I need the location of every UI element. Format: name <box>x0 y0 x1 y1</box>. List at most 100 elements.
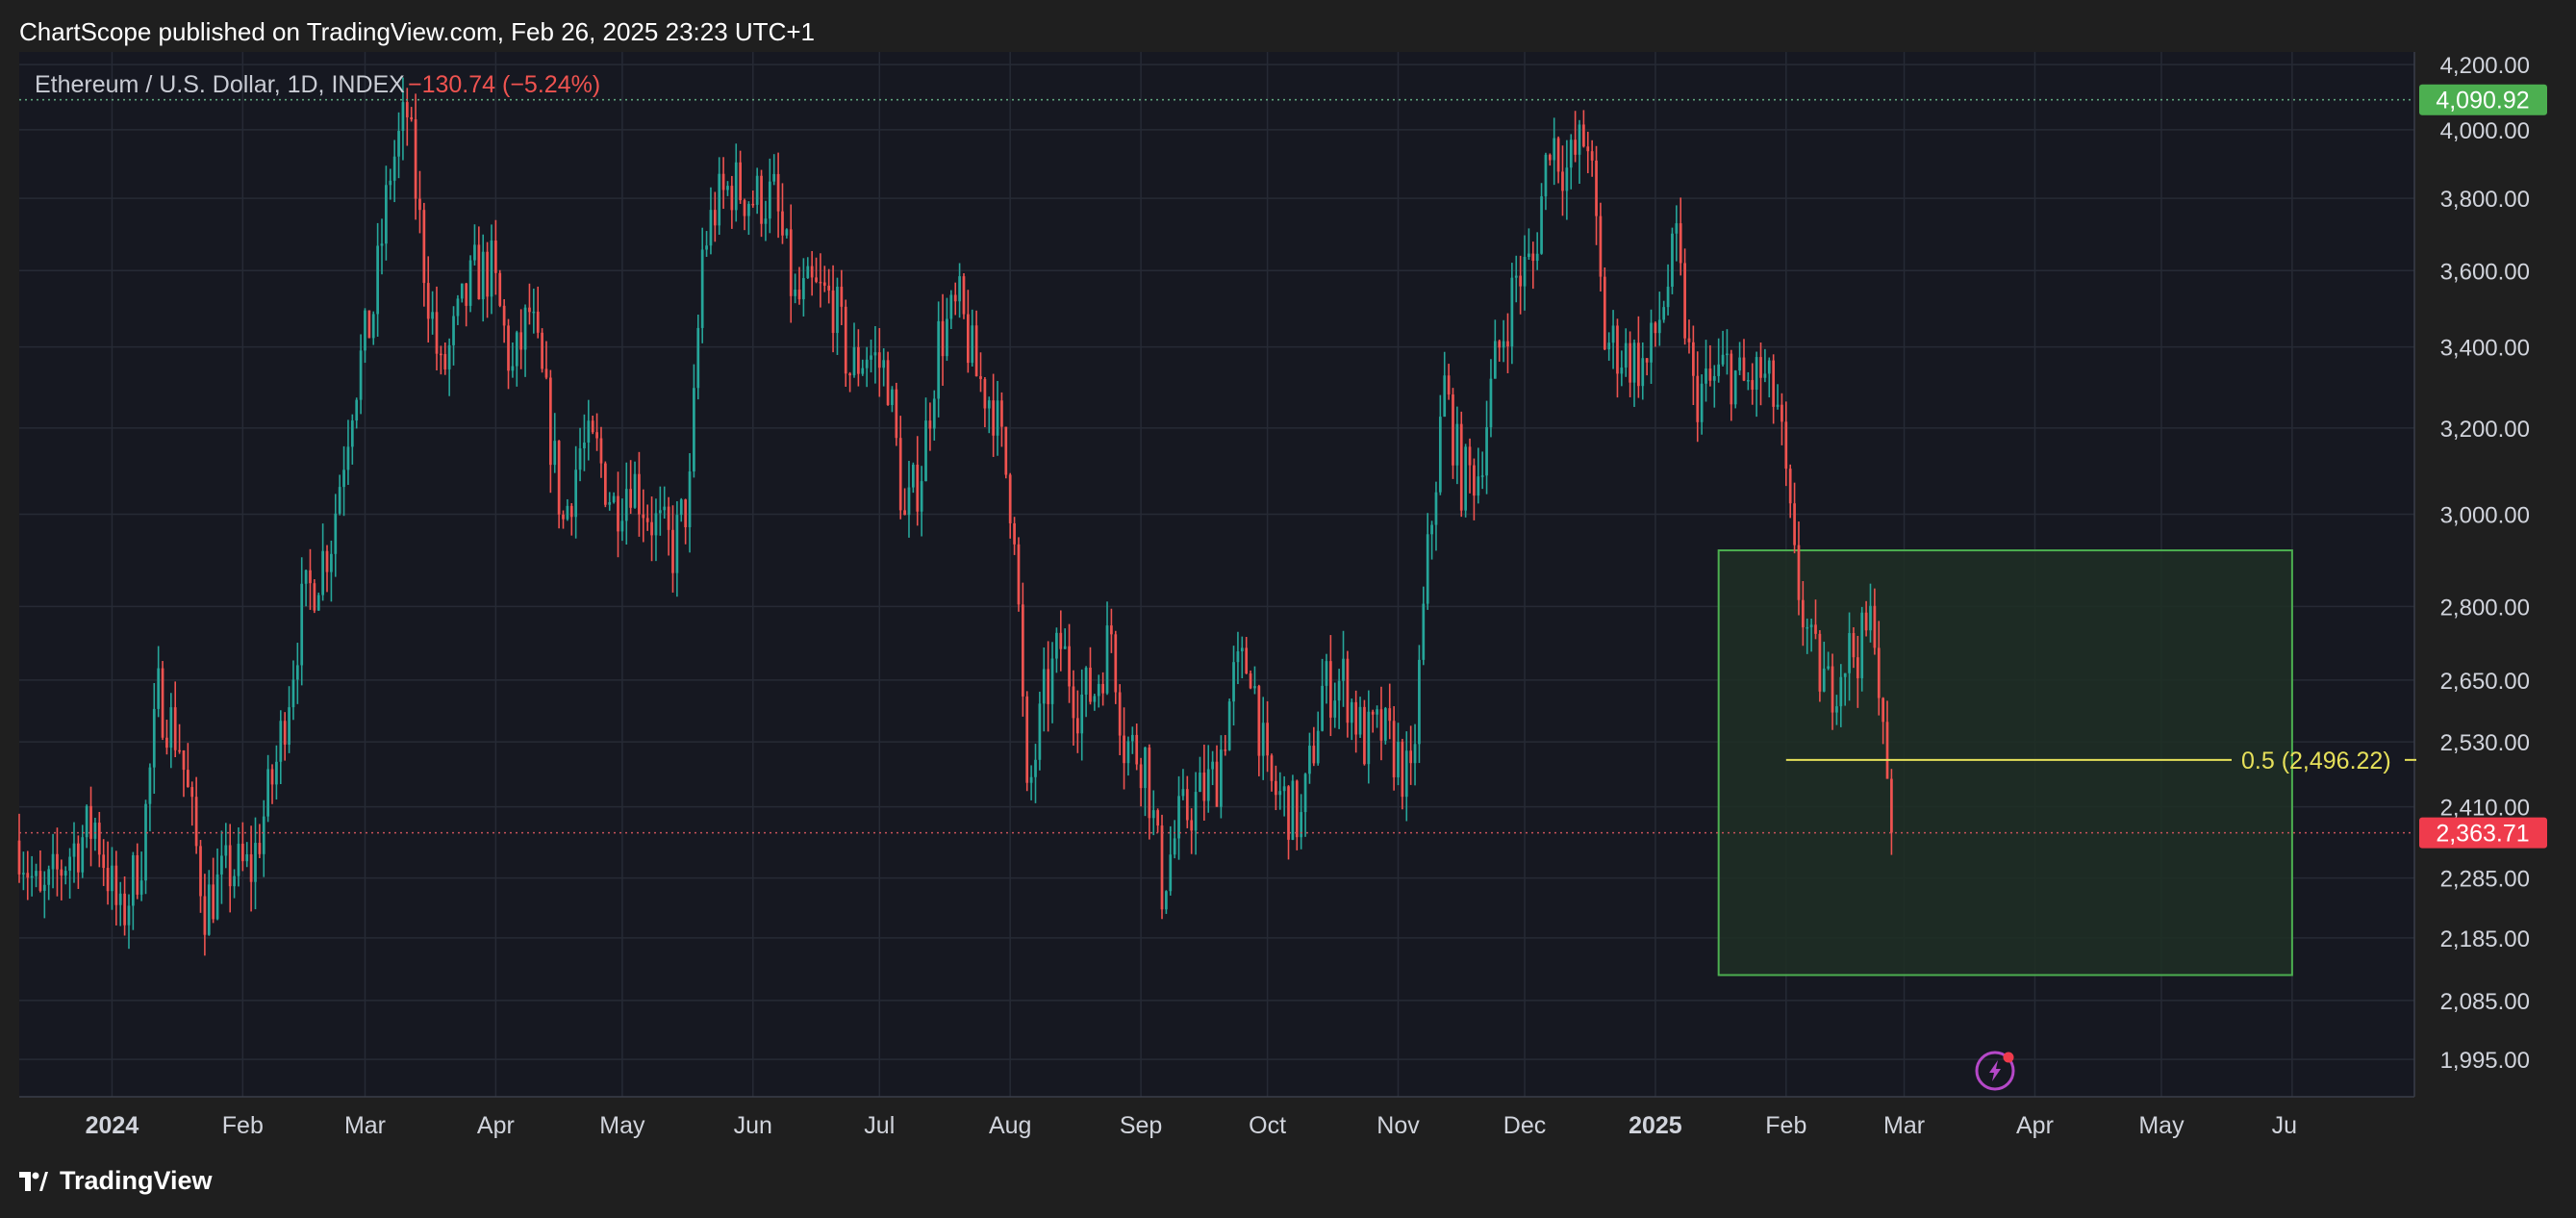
candle-body <box>617 495 619 532</box>
candle-body <box>1818 633 1822 692</box>
candle-body <box>721 173 725 190</box>
candle-body <box>1029 776 1033 783</box>
candle-body <box>132 854 135 906</box>
candle-body <box>228 845 232 887</box>
candle-body <box>60 869 63 876</box>
candle-body <box>1206 769 1210 801</box>
candle-body <box>359 350 363 400</box>
candle-body <box>1603 276 1606 350</box>
candle-body <box>85 805 88 838</box>
candle-body <box>1468 446 1472 466</box>
candle-body <box>1063 646 1067 649</box>
candle-body <box>102 854 106 869</box>
candle-body <box>1877 647 1881 698</box>
candle-body <box>815 277 818 282</box>
footer-brand[interactable]: TradingView <box>19 1166 213 1196</box>
candle-body <box>1034 759 1037 777</box>
candle-body <box>114 865 118 905</box>
candle-body <box>376 245 379 315</box>
candle-body <box>587 420 591 443</box>
time-axis[interactable]: 2024 Feb Mar Apr May Jun Jul Aug Sep Oct Nov Dec 202… <box>86 1112 2297 1139</box>
candle-body <box>1038 703 1042 760</box>
candle-body <box>1864 612 1868 631</box>
candle-body <box>1510 277 1514 347</box>
candle-body <box>1616 325 1619 374</box>
candle-body <box>1025 696 1029 783</box>
tradingview-logo-icon <box>19 1171 48 1191</box>
candle-body <box>1358 706 1362 735</box>
candle-body <box>1629 343 1631 383</box>
candle-body <box>726 186 729 190</box>
candle-body <box>291 679 295 708</box>
candle-body <box>1253 686 1256 689</box>
candle-body <box>477 244 481 300</box>
candle-body <box>1202 773 1206 801</box>
lightning-icon[interactable] <box>1975 1051 2015 1091</box>
candle-body <box>473 244 476 261</box>
candle-body <box>106 868 110 892</box>
candle-body <box>1220 749 1223 807</box>
candle-body <box>1657 319 1661 334</box>
candle-body <box>1747 380 1750 382</box>
candle-body <box>355 399 359 421</box>
candle-body <box>1101 683 1104 694</box>
candle-body <box>949 294 953 319</box>
price-badge: 2,363.71 <box>2419 817 2547 849</box>
candle-body <box>1097 683 1100 697</box>
candle-body <box>1227 701 1231 750</box>
candle-body <box>789 229 793 296</box>
candle-body <box>1767 360 1771 374</box>
candle-body <box>190 787 194 798</box>
candle-body <box>953 294 957 302</box>
candle-body <box>426 283 430 319</box>
candle-body <box>435 312 439 354</box>
candle-body <box>1295 780 1299 838</box>
candle-body <box>118 893 122 905</box>
candle-body <box>1240 647 1244 652</box>
candle-body <box>1620 368 1624 374</box>
candle-body <box>1502 341 1505 348</box>
candle-body <box>1123 735 1125 764</box>
candle-body <box>144 803 147 881</box>
candle-body <box>1194 792 1198 831</box>
candles <box>17 77 1893 956</box>
candle-body <box>764 218 768 224</box>
candle-body <box>1712 375 1716 381</box>
candle-body <box>1089 667 1092 702</box>
candle-body <box>1426 534 1429 604</box>
price-axis[interactable]: 4,200.00 4,000.00 3,800.00 3,600.00 3,400.00… <box>2419 53 2547 1074</box>
candle-body <box>81 837 85 873</box>
candle-body <box>1350 701 1353 723</box>
candle-body <box>266 769 270 817</box>
candle-body <box>1443 375 1447 418</box>
candle-body <box>895 389 898 439</box>
candle-body <box>1738 357 1741 371</box>
candle-body <box>781 211 784 236</box>
candle-body <box>169 707 173 749</box>
candle-body <box>822 282 826 286</box>
candle-body <box>342 469 345 488</box>
candle-body <box>633 473 637 508</box>
candle-body <box>1401 741 1404 798</box>
range-rectangle[interactable] <box>1717 549 2293 977</box>
candle-body <box>321 550 324 596</box>
price-tick-label: 2,185.00 <box>2440 926 2530 952</box>
candle-body <box>152 708 156 768</box>
candle-body <box>1261 723 1265 756</box>
lightning-icon-dot <box>2003 1052 2014 1063</box>
candle-body <box>1321 685 1324 731</box>
candle-body <box>1291 780 1295 840</box>
candle-body <box>802 278 805 300</box>
candle-body <box>1814 624 1817 634</box>
legend-change: −130.74 (−5.24%) <box>408 71 600 98</box>
candle-body <box>1266 723 1269 756</box>
candle-body <box>313 583 316 611</box>
candle-body <box>42 884 46 891</box>
candle-body <box>1181 789 1185 797</box>
candle-body <box>258 843 262 854</box>
price-tick-label: 3,000.00 <box>2440 503 2530 529</box>
candle-body <box>1312 746 1316 764</box>
lightning-icon-bolt <box>1989 1060 2001 1081</box>
candle-body <box>515 332 518 367</box>
